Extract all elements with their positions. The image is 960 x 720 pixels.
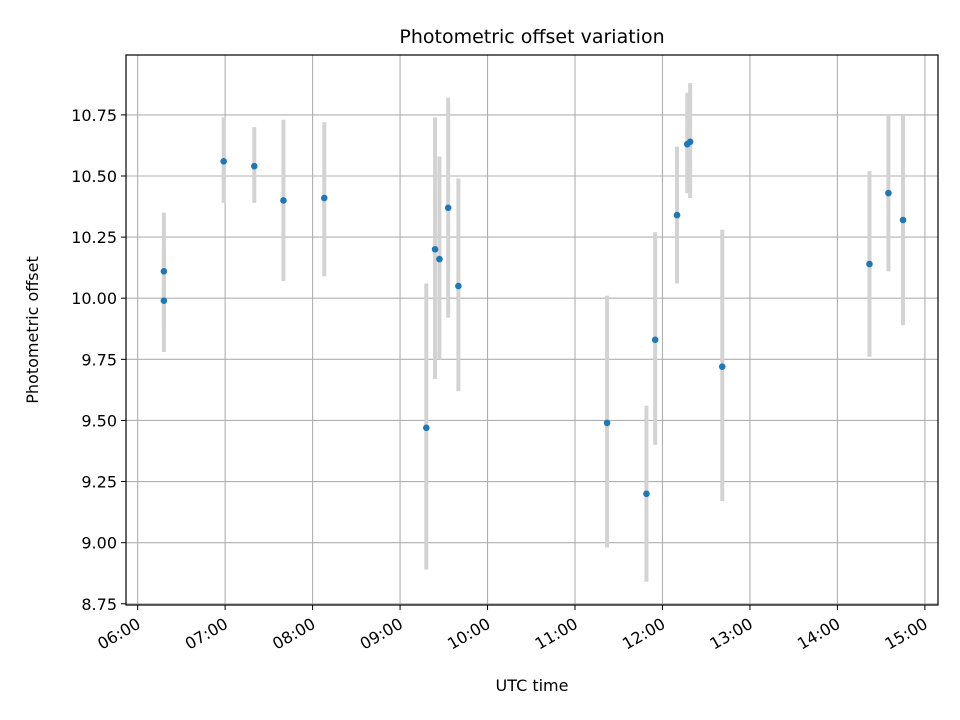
data-points (160, 138, 907, 498)
data-point (866, 260, 873, 268)
plot-frame (125, 54, 939, 606)
y-tick-label: 9.75 (81, 350, 117, 369)
y-axis-ticks: 8.75 9.00 9.25 9.50 9.75 10.00 10.25 10.50 10.75 (71, 106, 126, 614)
data-point (643, 490, 650, 498)
y-tick-label: 9.25 (81, 473, 117, 492)
y-tick-label: 9.00 (81, 534, 117, 553)
y-tick-label: 10.00 (71, 289, 117, 308)
x-axis-label: UTC time (496, 676, 569, 695)
y-tick-label: 9.50 (81, 411, 117, 430)
data-point (444, 204, 452, 212)
data-point (160, 268, 168, 275)
data-point (718, 363, 726, 370)
data-point (686, 138, 694, 146)
data-point (651, 336, 659, 344)
data-point (431, 246, 439, 253)
data-point (455, 282, 462, 290)
chart-title: Photometric offset variation (399, 26, 664, 48)
data-point (603, 419, 611, 427)
data-point (220, 158, 227, 165)
y-axis-label: Photometric offset (23, 256, 42, 404)
y-tick-label: 8.75 (81, 595, 117, 614)
grid (126, 55, 938, 605)
data-point (320, 194, 328, 202)
y-tick-label: 10.50 (71, 167, 117, 186)
data-point (160, 297, 168, 304)
data-point (423, 424, 430, 432)
data-point (280, 197, 287, 204)
data-point (436, 255, 443, 263)
y-tick-label: 10.25 (71, 228, 117, 247)
data-point (885, 189, 892, 197)
data-point (250, 162, 258, 170)
data-point (899, 216, 907, 224)
y-tick-label: 10.75 (71, 106, 117, 125)
data-point (673, 211, 681, 219)
